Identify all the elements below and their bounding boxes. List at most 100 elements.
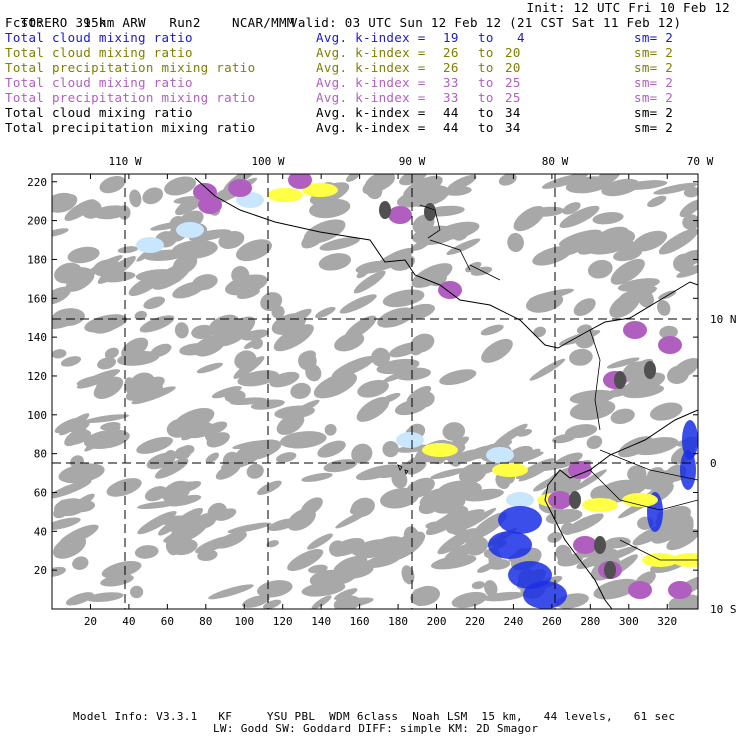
cloud-patch	[128, 275, 161, 296]
yellow-patch	[622, 493, 658, 507]
y-tick-label: 120	[27, 370, 47, 383]
valid-time: Valid: 03 UTC Sun 12 Feb 12 (21 CST Sat …	[290, 15, 682, 30]
cloud-patch	[471, 512, 507, 540]
cloud-patch	[442, 422, 466, 441]
cloud-patch	[604, 479, 633, 489]
cloud-patch	[130, 585, 144, 599]
cloud-patch	[106, 478, 142, 497]
legend-sm: sm= 2	[634, 105, 674, 120]
cloud-patch	[221, 453, 260, 471]
legend-to: 25	[505, 90, 521, 105]
cloud-patch	[637, 289, 654, 308]
legend-to: 20	[505, 60, 521, 75]
cloud-patch	[541, 174, 588, 189]
init-time: Init: 12 UTC Fri 10 Feb 12	[526, 0, 730, 15]
dark-core	[644, 361, 656, 379]
cloud-patch	[208, 584, 254, 600]
cloud-patch	[52, 517, 81, 531]
cloud-patch	[446, 238, 481, 255]
cloud-patch	[344, 565, 374, 579]
cloud-patch	[215, 531, 247, 549]
yellow-patch	[302, 183, 338, 197]
cloud-patch	[137, 500, 178, 510]
cloud-patch	[357, 379, 389, 398]
cloud-patch	[211, 326, 239, 338]
cloud-patch	[171, 239, 218, 260]
x-tick-label: 40	[122, 615, 135, 628]
cloud-patch	[231, 266, 250, 285]
cloud-patch	[493, 423, 528, 448]
cloud-patch	[569, 399, 616, 421]
legend-sm: sm= 2	[634, 45, 674, 60]
cloud-patch	[362, 174, 393, 195]
x-tick-label: 240	[503, 615, 523, 628]
cloud-patch	[666, 529, 698, 551]
cloud-patch	[451, 591, 487, 609]
cloud-patch	[173, 196, 200, 204]
cloud-patch	[267, 518, 298, 532]
light-blue-patch	[136, 237, 164, 253]
cloud-patch	[590, 485, 614, 502]
cloud-patch	[465, 261, 482, 273]
cloud-patch	[610, 258, 645, 285]
cloud-patch	[74, 493, 95, 508]
cloud-patch	[65, 592, 94, 606]
cloud-patch	[562, 202, 581, 215]
cloud-patch	[52, 228, 69, 238]
cloud-patch	[668, 594, 698, 609]
cloud-patch	[260, 292, 283, 312]
cloud-patch	[598, 546, 638, 563]
cloud-patch	[324, 423, 337, 436]
longitude-label: 110 W	[108, 155, 141, 168]
latitude-label: 0	[710, 457, 717, 470]
cloud-patch	[447, 175, 477, 192]
legend-kindex: Avg. k-index =	[316, 90, 426, 105]
purple-patch	[573, 536, 597, 554]
legend-to: 34	[505, 120, 521, 135]
legend-to: 20	[505, 45, 521, 60]
cloud-patch	[311, 595, 332, 609]
y-tick-label: 40	[34, 525, 47, 538]
longitude-label: 90 W	[399, 155, 426, 168]
cloud-patch	[179, 343, 209, 356]
cloud-patch	[518, 465, 550, 482]
blue-patch	[498, 506, 542, 534]
legend-from: 33	[443, 90, 459, 105]
blue-patch	[488, 531, 532, 559]
purple-patch	[438, 281, 462, 299]
cloud-patch	[52, 566, 66, 577]
x-tick-label: 300	[619, 615, 639, 628]
cloud-patch	[592, 212, 624, 225]
legend-to: 25	[505, 75, 521, 90]
cloud-patch	[236, 239, 272, 262]
cloud-patch	[452, 449, 486, 463]
legend-kindex: Avg. k-index =	[316, 105, 426, 120]
legend-kindex: Avg. k-index =	[316, 120, 426, 135]
cloud-patch	[547, 532, 563, 543]
x-tick-label: 280	[580, 615, 600, 628]
cloud-patch	[593, 578, 639, 600]
x-tick-label: 20	[84, 615, 97, 628]
cloud-patch	[593, 174, 622, 188]
cloud-patch	[174, 322, 189, 339]
cloud-patch	[656, 299, 671, 316]
cloud-patch	[65, 270, 95, 292]
cloud-patch	[227, 522, 272, 534]
cloud-patch	[191, 324, 215, 339]
cloud-patch	[666, 365, 690, 385]
cloud-patch	[608, 229, 636, 246]
cloud-patch	[364, 554, 401, 568]
model-info: Model Info: V3.3.1 KF YSU PBL WDM 6class…	[73, 710, 676, 723]
legend-field: Total cloud mixing ratio	[5, 75, 193, 90]
cloud-patch	[406, 385, 432, 404]
cloud-patch	[410, 333, 435, 353]
x-tick-label: 120	[273, 615, 293, 628]
yellow-patch	[492, 463, 528, 477]
cloud-patch	[632, 437, 679, 456]
cloud-patch	[301, 472, 333, 482]
legend-kindex: Avg. k-index =	[316, 75, 426, 90]
cloud-patch	[339, 294, 377, 314]
cloud-patch	[326, 259, 342, 268]
legend-to-word: to	[478, 90, 494, 105]
cloud-patch	[334, 588, 358, 601]
